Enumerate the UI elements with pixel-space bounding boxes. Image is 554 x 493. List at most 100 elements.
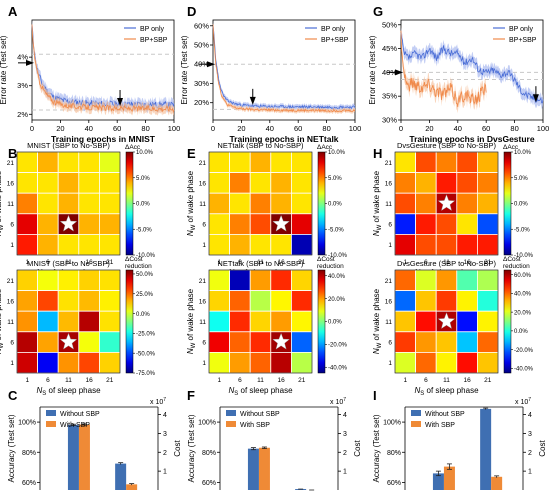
bar-acc-with	[78, 424, 90, 490]
legend-swatch-without	[411, 410, 421, 416]
heatmap-cell	[78, 331, 100, 353]
colorbar-title-2: reduction	[125, 263, 152, 270]
x-tick-label: 60	[482, 124, 490, 133]
heatmap-cell	[57, 351, 80, 374]
x-tick-label: 1	[403, 259, 407, 266]
y-axis-label: Error rate (Test set)	[180, 35, 189, 104]
colorbar-tick-label: -25.0%	[136, 332, 156, 338]
heatmap-cell	[476, 310, 499, 333]
x-tick-label: 11	[65, 377, 72, 384]
heatmap-cell	[37, 233, 59, 256]
x-tick-label: 80	[510, 124, 518, 133]
heatmap-frame	[16, 151, 121, 256]
colorbar-tick-label: 5.0%	[328, 176, 342, 182]
heatmap-cell	[99, 233, 121, 256]
colorbar-tick-label: 40.0%	[514, 292, 532, 298]
x-tick-label: 21	[298, 377, 306, 384]
y-tick-label: 45%	[382, 44, 397, 53]
heatmap-cell	[415, 290, 437, 312]
cost-axis-label: Cost	[173, 440, 182, 457]
legend-swatch-without	[226, 410, 236, 416]
legend-label-sbp: BP+SBP	[140, 37, 168, 44]
heatmap-cell	[394, 310, 417, 333]
heatmap-cell	[16, 172, 39, 194]
y-tick-label: 16	[7, 298, 15, 305]
heatmap-cell	[394, 172, 417, 194]
cost-tick-label: 1	[343, 469, 347, 476]
x-tick-label: 16	[277, 259, 285, 266]
x-tick-label: 6	[424, 259, 428, 266]
heatmap-cell	[208, 192, 231, 215]
x-tick-label: 1	[25, 259, 29, 266]
y-tick-label: 60%	[194, 21, 209, 30]
heatmap-cell	[290, 351, 313, 374]
heatmap-cell	[435, 213, 458, 235]
heatmap-cell	[78, 192, 100, 215]
y-axis-label: NW of wake phase	[0, 288, 5, 354]
colorbar-tick-label: 20.0%	[328, 297, 346, 303]
cost-tick-label: 3	[343, 431, 347, 438]
y-tick-label: 11	[385, 319, 392, 326]
heatmap-cell	[37, 331, 59, 353]
best-config-star-icon	[59, 214, 78, 232]
x-tick-label: 21	[106, 259, 114, 266]
x-tick-label: 16	[277, 377, 285, 384]
y-tick-label: 6	[10, 340, 14, 347]
heatmap-cell	[99, 331, 121, 353]
cost-exponent: x 107	[150, 397, 166, 406]
y-tick-label: 16	[199, 298, 207, 305]
colorbar	[125, 151, 134, 256]
x-tick-label: 40	[266, 124, 274, 133]
legend-label-without: Without SBP	[425, 411, 465, 418]
y-tick-label: 11	[7, 319, 14, 326]
x-tick-label: 11	[65, 259, 72, 266]
x-axis-label: NS of sleep phase	[36, 386, 101, 397]
y-tick-label: 20%	[194, 98, 209, 107]
x-tick-label: 100	[537, 124, 550, 133]
heatmap-cell	[57, 290, 80, 312]
x-axis-label: Training epochs in NETtalk	[229, 134, 338, 144]
colorbar-title: ΔCost	[125, 256, 143, 263]
x-tick-label: 21	[484, 259, 492, 266]
series-band-bp	[213, 22, 355, 111]
bar-cost-with	[126, 484, 138, 490]
heatmap-cell	[37, 213, 59, 235]
panel-letter-H: H	[373, 146, 382, 161]
colorbar-tick-label: -10.0%	[136, 253, 156, 259]
y-axis-label: NW of wake phase	[372, 170, 383, 236]
x-tick-label: 0	[30, 124, 34, 133]
acc-tick-label: 100%	[383, 420, 401, 427]
legend-label-with: With SBP	[425, 422, 455, 429]
heatmap-cell	[16, 192, 39, 215]
heatmap-cell	[78, 151, 100, 174]
x-tick-label: 80	[141, 124, 149, 133]
colorbar-tick-label: 5.0%	[514, 176, 528, 182]
x-axis-label: NS of sleep phase	[414, 386, 479, 397]
heatmap-cell	[57, 192, 80, 215]
colorbar	[317, 269, 326, 374]
x-tick-label: 11	[443, 377, 450, 384]
x-tick-label: 21	[484, 377, 492, 384]
heatmap-cell	[78, 290, 100, 312]
y-tick-label: 2%	[17, 110, 28, 119]
x-axis-label: Training epochs in MNIST	[51, 134, 156, 144]
panel-letter-A: A	[8, 4, 18, 19]
cost-axis-label: Cost	[538, 440, 547, 457]
cost-tick-label: 3	[528, 431, 532, 438]
legend-swatch-without	[46, 410, 56, 416]
colorbar	[503, 269, 512, 374]
y-tick-label: 6	[202, 340, 206, 347]
heatmap-cell	[270, 351, 292, 374]
bar-acc-without	[247, 448, 259, 490]
heatmap-cell	[229, 172, 251, 194]
heatmap-cell	[249, 213, 272, 235]
heatmap-cell	[78, 351, 100, 374]
heatmap-cell	[78, 233, 100, 256]
heatmap-cell	[476, 269, 499, 292]
x-tick-label: 1	[403, 377, 407, 384]
heatmap-cell	[99, 151, 121, 174]
heatmap-cell	[57, 151, 80, 174]
heatmap-cell	[394, 290, 417, 312]
heatmap-cell	[476, 331, 499, 353]
panel-letter-F: F	[187, 388, 195, 403]
